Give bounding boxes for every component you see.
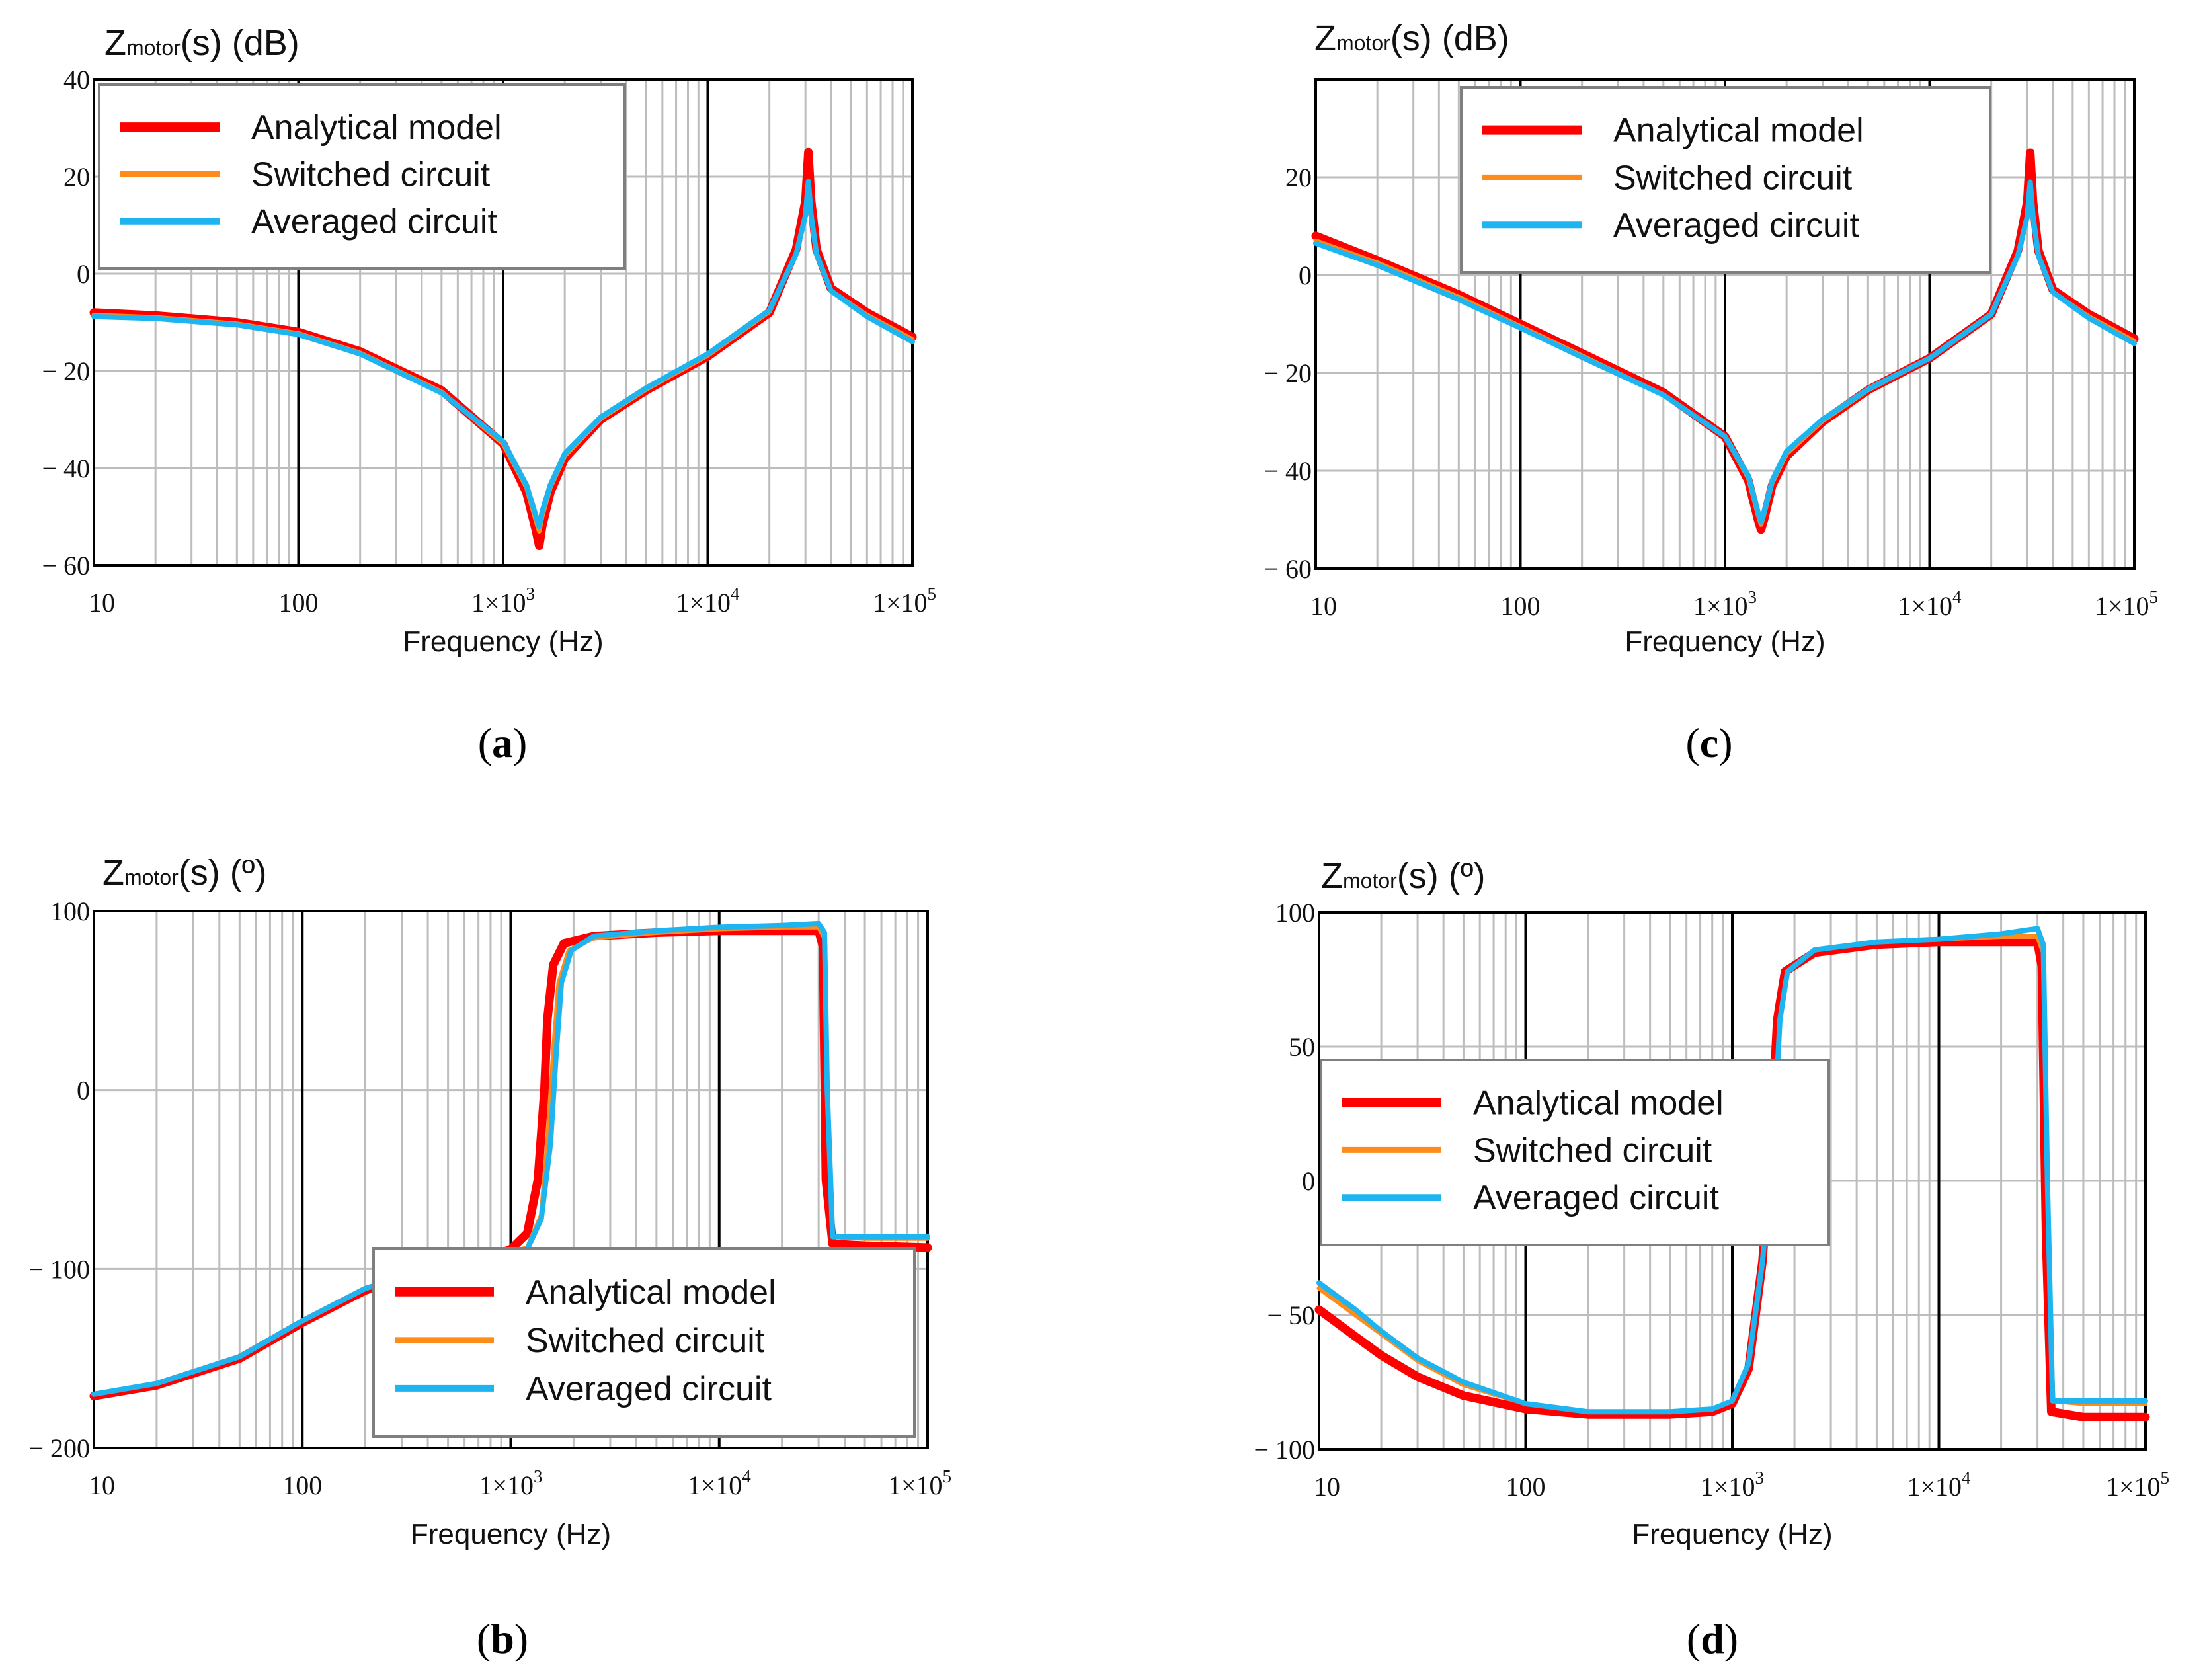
x-tick-label: 1×105 <box>2106 1468 2169 1501</box>
y-tick-label: − 200 <box>28 1433 90 1463</box>
x-tick-label: 1×103 <box>1701 1468 1764 1501</box>
series-line-averaged-circuit <box>91 920 930 1397</box>
legend-label: Switched circuit <box>526 1322 765 1360</box>
x-tick-label: 1×104 <box>1907 1468 1971 1501</box>
x-axis-label: Frequency (Hz) <box>411 1518 611 1550</box>
panel-caption: (a) <box>478 719 528 766</box>
y-tick-label: 40 <box>63 65 90 95</box>
chart-d: 100 50 0 − 50 − 100 10 100 1×103 1×104 1×105 Frequ… <box>1254 856 2169 1662</box>
legend-label: Averaged circuit <box>251 203 497 241</box>
legend-label: Averaged circuit <box>526 1370 772 1408</box>
legend-label: Averaged circuit <box>1473 1179 1719 1217</box>
legend-label: Analytical model <box>1613 112 1864 150</box>
legend-label: Analytical model <box>526 1273 776 1312</box>
y-axis-title: Zmotor(s) (dB) <box>104 23 300 63</box>
y-tick-label: − 50 <box>1267 1300 1315 1330</box>
y-tick-label: − 20 <box>42 356 90 386</box>
x-tick-label: 10 <box>89 588 115 618</box>
y-axis-title: Zmotor(s) (º) <box>1321 856 1485 896</box>
y-tick-label: 20 <box>1285 163 1312 192</box>
panel-caption: (b) <box>477 1615 528 1662</box>
y-tick-label: 0 <box>1302 1166 1315 1196</box>
x-axis-label: Frequency (Hz) <box>1632 1518 1832 1550</box>
x-axis-label: Frequency (Hz) <box>403 625 603 658</box>
x-tick-label: 100 <box>279 588 319 618</box>
y-tick-label: 50 <box>1289 1032 1315 1062</box>
y-tick-label: − 20 <box>1264 358 1312 388</box>
series-line-averaged-circuit <box>1313 179 2137 525</box>
chart-a: 40 20 0 − 20 − 40 − 60 10 100 1×103 1×104 1×105 Fre… <box>42 23 936 766</box>
x-tick-label: 100 <box>282 1470 322 1500</box>
legend: Analytical model Switched circuit Averaged… <box>1460 86 1991 274</box>
series-line-averaged-circuit <box>91 179 915 530</box>
x-tick-label: 10 <box>1310 591 1337 621</box>
y-tick-label: − 40 <box>1264 456 1312 486</box>
panel-caption: (c) <box>1685 719 1732 766</box>
plot-frame <box>93 910 929 1449</box>
x-axis-label: Frequency (Hz) <box>1625 625 1825 658</box>
legend-label: Switched circuit <box>251 155 491 194</box>
panel-caption: (d) <box>1687 1615 1738 1662</box>
x-tick-label: 1×104 <box>1898 587 1962 621</box>
y-tick-label: − 100 <box>1254 1435 1315 1464</box>
y-tick-label: 100 <box>1275 898 1315 928</box>
legend-label: Averaged circuit <box>1613 206 1859 245</box>
chart-b: 100 0 − 100 − 200 10 100 1×103 1×104 1×105 Freque… <box>28 853 951 1662</box>
legend-box <box>1320 1059 1830 1246</box>
x-tick-label: 100 <box>1506 1472 1546 1501</box>
x-tick-label: 1×105 <box>2095 587 2158 621</box>
chart-c: 20 0 − 20 − 40 − 60 10 100 1×103 1×104 1×105 Frequ… <box>1264 19 2158 766</box>
x-tick-label: 10 <box>1314 1472 1340 1501</box>
x-tick-label: 1×103 <box>1693 587 1757 621</box>
y-axis-title: Zmotor(s) (º) <box>102 853 266 893</box>
x-tick-label: 1×104 <box>676 584 740 618</box>
plot-frame <box>1318 911 2147 1451</box>
y-tick-label: 0 <box>1299 260 1312 290</box>
y-tick-label: 20 <box>63 162 90 192</box>
x-tick-label: 1×105 <box>888 1466 951 1500</box>
y-tick-label: − 40 <box>42 454 90 483</box>
legend: Analytical model Switched circuit Averaged… <box>98 83 626 270</box>
y-tick-label: 0 <box>77 259 90 289</box>
x-tick-label: 1×104 <box>688 1466 752 1500</box>
x-tick-label: 1×105 <box>873 584 936 618</box>
plot-frame <box>1314 78 2136 570</box>
legend-label: Analytical model <box>251 108 502 147</box>
legend-label: Switched circuit <box>1613 159 1853 197</box>
legend-label: Switched circuit <box>1473 1131 1712 1170</box>
y-tick-label: 0 <box>77 1076 90 1105</box>
x-tick-label: 1×103 <box>479 1466 542 1500</box>
y-tick-label: − 100 <box>28 1254 90 1284</box>
y-tick-label: − 60 <box>1264 554 1312 584</box>
legend: Analytical model Switched circuit Averaged… <box>372 1247 916 1438</box>
x-tick-label: 100 <box>1501 591 1541 621</box>
y-axis-title: Zmotor(s) (dB) <box>1314 19 1509 58</box>
plot-frame <box>93 78 914 567</box>
x-tick-label: 10 <box>89 1470 115 1500</box>
x-tick-label: 1×103 <box>471 584 535 618</box>
y-tick-label: 100 <box>50 897 90 926</box>
legend: Analytical model Switched circuit Averaged… <box>1320 1059 1830 1246</box>
legend-label: Analytical model <box>1473 1084 1724 1123</box>
y-tick-label: − 60 <box>42 551 90 580</box>
